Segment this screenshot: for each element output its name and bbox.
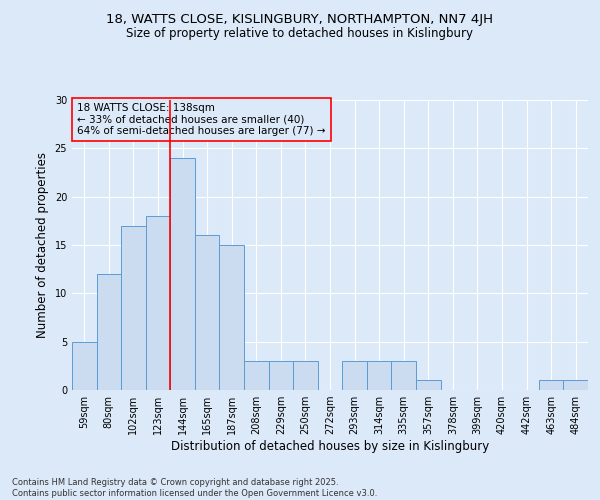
Bar bbox=[416, 380, 440, 390]
Y-axis label: Number of detached properties: Number of detached properties bbox=[36, 152, 49, 338]
Bar bbox=[97, 274, 121, 390]
Bar bbox=[391, 361, 416, 390]
Text: 18, WATTS CLOSE, KISLINGBURY, NORTHAMPTON, NN7 4JH: 18, WATTS CLOSE, KISLINGBURY, NORTHAMPTO… bbox=[107, 12, 493, 26]
Bar bbox=[293, 361, 318, 390]
Bar bbox=[563, 380, 588, 390]
X-axis label: Distribution of detached houses by size in Kislingbury: Distribution of detached houses by size … bbox=[171, 440, 489, 453]
Bar bbox=[539, 380, 563, 390]
Text: 18 WATTS CLOSE: 138sqm
← 33% of detached houses are smaller (40)
64% of semi-det: 18 WATTS CLOSE: 138sqm ← 33% of detached… bbox=[77, 103, 326, 136]
Bar bbox=[342, 361, 367, 390]
Bar bbox=[146, 216, 170, 390]
Bar bbox=[195, 236, 220, 390]
Bar bbox=[269, 361, 293, 390]
Bar bbox=[220, 245, 244, 390]
Text: Size of property relative to detached houses in Kislingbury: Size of property relative to detached ho… bbox=[127, 28, 473, 40]
Bar bbox=[72, 342, 97, 390]
Text: Contains HM Land Registry data © Crown copyright and database right 2025.
Contai: Contains HM Land Registry data © Crown c… bbox=[12, 478, 377, 498]
Bar bbox=[244, 361, 269, 390]
Bar bbox=[367, 361, 391, 390]
Bar bbox=[121, 226, 146, 390]
Bar bbox=[170, 158, 195, 390]
